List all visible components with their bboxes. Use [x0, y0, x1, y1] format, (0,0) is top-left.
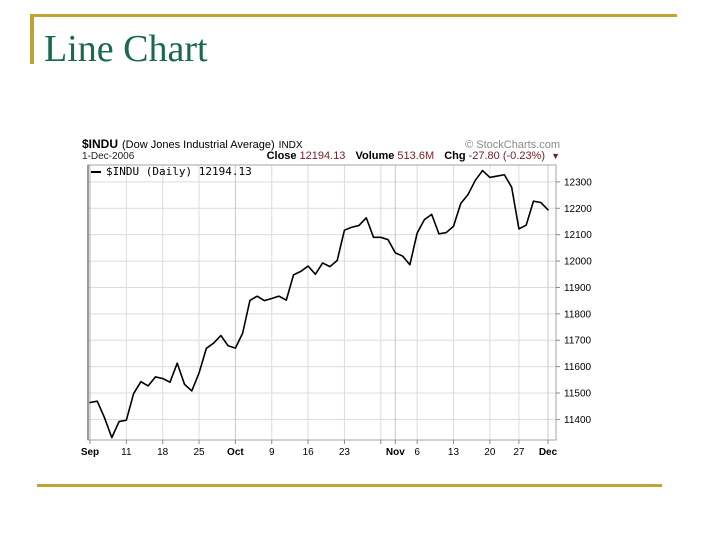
quote-stats: Close 12194.13 Volume 513.6M Chg -27.80 (-0…	[267, 150, 560, 162]
y-tick-label: 11600	[564, 362, 592, 373]
x-tick-label: 20	[484, 447, 496, 458]
legend-label: $INDU (Daily) 12194.13	[106, 165, 252, 178]
bottom-accent-rule	[37, 484, 662, 487]
chart-header-row2: 1-Dec-2006 Close 12194.13 Volume 513.6M Ch…	[82, 150, 560, 162]
price-line	[89, 169, 549, 439]
chg-label: Chg	[444, 150, 466, 162]
line-swatch-icon	[91, 170, 101, 173]
y-tick-label: 11900	[564, 283, 592, 294]
y-tick-label: 12000	[564, 257, 592, 268]
ticker-exchange: INDX	[278, 140, 303, 151]
chart-header-row1: $INDU (Dow Jones Industrial Average) IND…	[82, 137, 560, 151]
y-tick-label: 11400	[564, 415, 592, 426]
y-tick-label: 11700	[564, 336, 592, 347]
plot-border	[87, 164, 557, 441]
y-tick-label: 11500	[564, 389, 592, 400]
y-tick-label: 12100	[564, 230, 592, 241]
x-tick-label: 6	[414, 447, 420, 458]
quote-date: 1-Dec-2006	[82, 151, 135, 162]
x-tick-label: Dec	[539, 447, 558, 458]
x-tick-label: 13	[448, 447, 460, 458]
close-value: 12194.13	[299, 150, 346, 162]
down-arrow-icon: ▼	[551, 151, 560, 161]
x-tick-label: 25	[193, 447, 205, 458]
close-label: Close	[266, 150, 297, 162]
page-title: Line Chart	[44, 28, 208, 70]
volume-value: 513.6M	[397, 150, 435, 162]
x-tick-label: Oct	[227, 447, 244, 458]
price-plot: 11400 11500 11600 11700 11800 11900 12000 12100…	[81, 164, 592, 458]
stockcharts-credit: © StockCharts.com	[465, 139, 560, 151]
ticker-symbol: $INDU	[82, 137, 119, 151]
x-tick-label: 16	[303, 447, 315, 458]
x-tick-label: Sep	[81, 447, 99, 458]
x-tick-label: 18	[157, 447, 169, 458]
chart-legend: $INDU (Daily) 12194.13	[91, 165, 252, 178]
title-accent-bar	[30, 14, 34, 64]
x-tick-label: 23	[339, 447, 351, 458]
top-accent-rule	[30, 14, 677, 17]
ticker-name: (Dow Jones Industrial Average)	[122, 139, 275, 151]
volume-label: Volume	[355, 150, 395, 162]
x-tick-label: 27	[513, 447, 525, 458]
x-tick-label: 11	[121, 447, 132, 458]
x-tick-label: Nov	[386, 447, 405, 458]
y-tick-label: 11800	[564, 309, 592, 320]
y-tick-label: 12300	[564, 177, 592, 188]
x-tick-label: 9	[269, 447, 275, 458]
y-tick-label: 12200	[564, 204, 592, 215]
stock-chart: $INDU (Dow Jones Industrial Average) IND…	[81, 136, 602, 466]
chg-value: -27.80 (-0.23%)	[468, 150, 546, 162]
